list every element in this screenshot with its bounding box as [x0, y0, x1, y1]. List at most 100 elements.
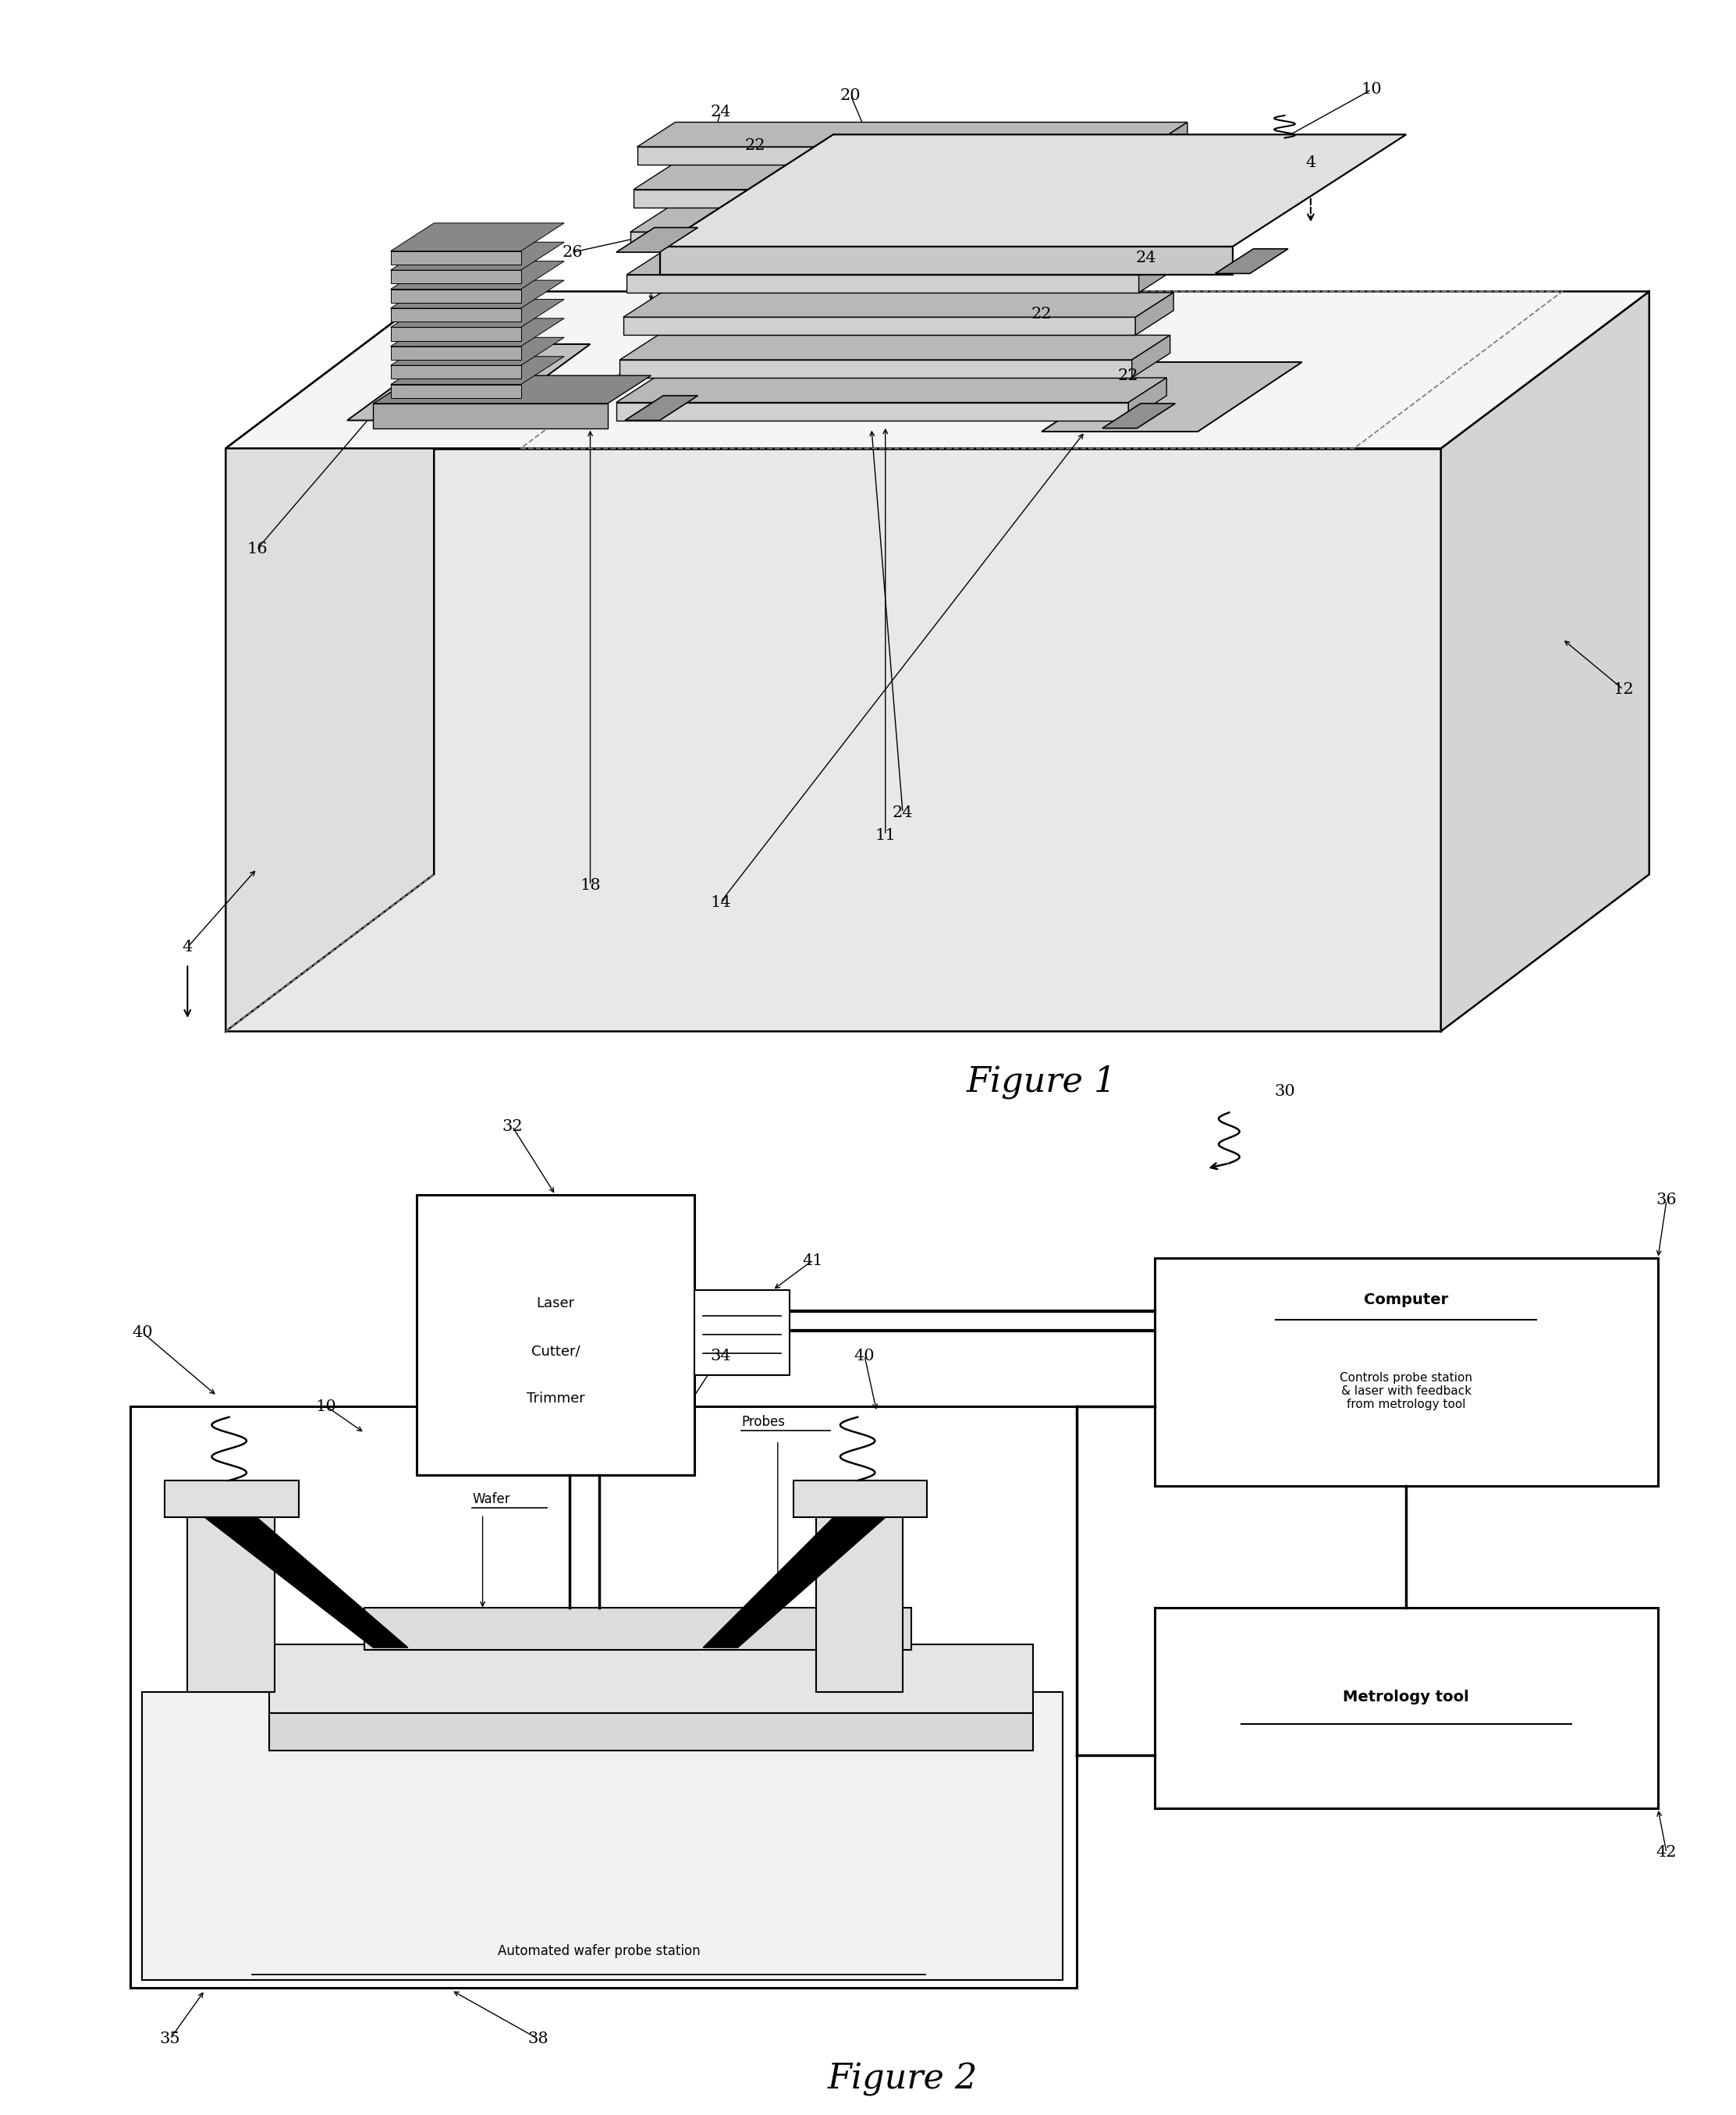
Polygon shape	[391, 241, 564, 271]
Polygon shape	[226, 292, 1649, 448]
Text: Wafer: Wafer	[472, 1493, 510, 1506]
Polygon shape	[391, 252, 521, 264]
Bar	[269, 1645, 1033, 1715]
Polygon shape	[391, 328, 521, 341]
Text: 16: 16	[247, 541, 267, 556]
Text: 41: 41	[802, 1252, 823, 1269]
Text: Controls probe station
& laser with feedback
from metrology tool: Controls probe station & laser with feed…	[1340, 1373, 1472, 1411]
Text: 4: 4	[182, 939, 193, 954]
Text: Laser: Laser	[536, 1296, 575, 1311]
Text: 18: 18	[580, 878, 601, 893]
Bar	[417, 1195, 694, 1476]
Polygon shape	[391, 319, 564, 347]
Text: 24: 24	[892, 806, 913, 821]
Polygon shape	[620, 334, 1170, 360]
Polygon shape	[373, 376, 651, 404]
Text: 42: 42	[1656, 1844, 1677, 1861]
Text: 22: 22	[1031, 307, 1052, 321]
Bar	[694, 1290, 790, 1375]
Polygon shape	[226, 292, 434, 1032]
Text: 26: 26	[562, 245, 583, 260]
Polygon shape	[630, 207, 1180, 233]
Text: Figure 2: Figure 2	[828, 2062, 977, 2096]
Bar	[365, 1607, 911, 1650]
Text: 32: 32	[502, 1119, 523, 1134]
Polygon shape	[634, 190, 1146, 207]
Polygon shape	[391, 290, 521, 302]
Polygon shape	[637, 146, 1149, 165]
Text: 22: 22	[1118, 368, 1139, 383]
Polygon shape	[616, 379, 1167, 402]
Polygon shape	[1128, 379, 1167, 421]
Bar	[130, 1406, 1076, 1988]
Polygon shape	[620, 360, 1132, 379]
Text: 34: 34	[710, 1347, 731, 1364]
Polygon shape	[391, 279, 564, 309]
Polygon shape	[226, 448, 1441, 1032]
Text: Computer: Computer	[1364, 1292, 1448, 1307]
Bar	[793, 1480, 927, 1519]
Polygon shape	[634, 165, 1184, 190]
Bar	[269, 1713, 1033, 1751]
Polygon shape	[637, 123, 1187, 146]
Bar	[165, 1480, 299, 1519]
Polygon shape	[630, 233, 1142, 250]
Bar	[142, 1692, 1062, 1980]
Polygon shape	[391, 357, 564, 385]
Polygon shape	[391, 338, 564, 366]
Polygon shape	[627, 275, 1139, 292]
Text: 40: 40	[132, 1324, 153, 1341]
Polygon shape	[703, 1519, 885, 1648]
Polygon shape	[1149, 123, 1187, 165]
Polygon shape	[391, 366, 521, 379]
Polygon shape	[1441, 292, 1649, 1032]
Bar	[187, 1491, 274, 1692]
Bar	[816, 1491, 903, 1692]
Text: 24: 24	[1135, 250, 1156, 264]
Polygon shape	[1132, 334, 1170, 379]
Polygon shape	[1102, 404, 1175, 427]
Polygon shape	[391, 309, 521, 321]
Text: 11: 11	[875, 827, 896, 842]
Polygon shape	[391, 300, 564, 328]
Text: 22: 22	[745, 137, 766, 152]
Polygon shape	[616, 402, 1128, 421]
Polygon shape	[1215, 250, 1288, 273]
Text: 36: 36	[1656, 1193, 1677, 1208]
Polygon shape	[391, 222, 564, 252]
Polygon shape	[1142, 207, 1180, 250]
Polygon shape	[660, 135, 1406, 247]
Text: Automated wafer probe station: Automated wafer probe station	[498, 1944, 700, 1958]
Text: Trimmer: Trimmer	[526, 1392, 585, 1406]
Polygon shape	[623, 317, 1135, 334]
Polygon shape	[1042, 362, 1302, 431]
Polygon shape	[391, 260, 564, 290]
Polygon shape	[625, 396, 698, 421]
Text: 20: 20	[840, 89, 861, 104]
Bar	[1154, 1258, 1658, 1487]
Text: 12: 12	[1613, 681, 1634, 696]
Polygon shape	[391, 385, 521, 398]
Text: Metrology tool: Metrology tool	[1344, 1690, 1469, 1705]
Bar	[1154, 1607, 1658, 1808]
Text: 40: 40	[854, 1347, 875, 1364]
Text: 38: 38	[528, 2030, 549, 2047]
Polygon shape	[205, 1519, 408, 1648]
Polygon shape	[391, 347, 521, 360]
Text: 14: 14	[710, 895, 731, 909]
Text: 30: 30	[1274, 1083, 1295, 1100]
Text: 10: 10	[1361, 82, 1382, 97]
Text: 10: 10	[316, 1398, 337, 1415]
Text: 4: 4	[1305, 154, 1316, 169]
Polygon shape	[627, 250, 1177, 275]
Polygon shape	[347, 345, 590, 421]
Polygon shape	[623, 292, 1174, 317]
Polygon shape	[616, 228, 698, 252]
Text: Figure 1: Figure 1	[967, 1064, 1116, 1098]
Polygon shape	[1135, 292, 1174, 334]
Polygon shape	[373, 404, 608, 427]
Polygon shape	[1146, 165, 1184, 207]
Text: Cutter/: Cutter/	[531, 1343, 580, 1358]
Polygon shape	[391, 271, 521, 283]
Polygon shape	[660, 247, 1233, 275]
